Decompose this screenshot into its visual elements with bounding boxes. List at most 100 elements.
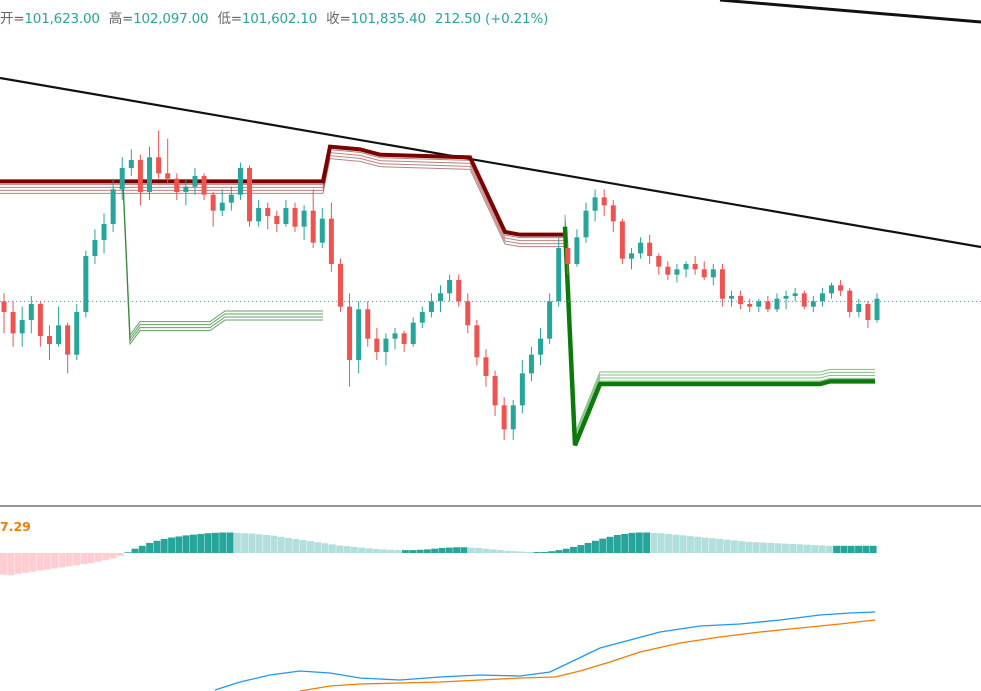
candle-body	[410, 322, 416, 344]
candle	[365, 301, 371, 347]
candle	[601, 189, 607, 216]
macd-histogram-bar	[716, 538, 724, 553]
candles	[1, 130, 880, 440]
macd-histogram-bar	[767, 542, 775, 553]
candle-body	[747, 304, 753, 307]
macd-histogram-bar	[190, 534, 197, 553]
macd-histogram-bar	[467, 547, 475, 553]
macd-histogram-bar	[358, 547, 366, 553]
candle-body	[456, 280, 462, 302]
candle	[647, 234, 653, 264]
macd-histogram-bar	[504, 550, 512, 553]
candle	[137, 154, 143, 206]
candle-body	[174, 178, 180, 192]
candle-body	[638, 242, 644, 254]
candle	[337, 258, 343, 312]
macd-histogram-bar	[7, 553, 15, 576]
candle	[201, 173, 207, 200]
macd-histogram-bar	[606, 536, 614, 553]
candle-body	[683, 264, 689, 270]
macd-histogram-bar	[255, 534, 263, 553]
trendlines	[0, 0, 981, 249]
candle-body	[10, 312, 16, 334]
candle-body	[438, 293, 443, 302]
candle	[701, 261, 707, 280]
macd-histogram-bar	[584, 542, 592, 553]
candle	[547, 293, 553, 344]
candle	[801, 290, 807, 310]
candle	[128, 149, 134, 176]
macd-histogram-bar	[803, 544, 811, 553]
candle-body	[583, 210, 589, 238]
candle-body	[538, 338, 544, 355]
candle-body	[137, 160, 143, 192]
macd-histogram-bar	[657, 533, 665, 553]
candle-body	[247, 168, 253, 222]
candle	[210, 192, 216, 227]
macd-histogram-bar	[138, 545, 146, 553]
candle	[37, 301, 43, 347]
candle	[556, 237, 562, 307]
candle-body	[119, 168, 125, 190]
candle	[747, 298, 753, 312]
macd-histogram-bar	[51, 553, 59, 569]
macd-histogram-bar	[36, 553, 44, 571]
candle-body	[265, 208, 271, 216]
macd-histogram-bar	[694, 536, 702, 553]
candle-body	[492, 376, 498, 406]
macd-histogram-bar	[219, 532, 227, 553]
macd-histogram-bar	[650, 532, 658, 553]
macd-histogram-bar	[65, 553, 73, 567]
macd-histogram-bar	[409, 550, 417, 553]
candle	[274, 210, 280, 232]
candle-body	[56, 325, 62, 344]
macd-histogram-bar	[401, 550, 409, 553]
macd-histogram-bar	[423, 549, 431, 553]
candle	[656, 253, 662, 275]
macd-histogram-bar	[774, 543, 782, 553]
macd-histogram-bar	[95, 553, 102, 562]
macd-histogram-bar	[855, 545, 862, 553]
candle-body	[738, 296, 744, 304]
candle	[28, 296, 34, 334]
candle	[692, 256, 698, 275]
candle-body	[847, 290, 853, 312]
candle-body	[610, 205, 616, 222]
candle-body	[447, 280, 453, 294]
candle	[619, 218, 625, 264]
candle-body	[756, 301, 762, 307]
candle-body	[310, 210, 316, 243]
candle-body	[283, 208, 289, 224]
macd-histogram-bar	[482, 548, 490, 553]
candle	[438, 285, 443, 312]
macd-histogram-bar	[591, 540, 599, 553]
macd-histogram-bar	[460, 547, 468, 553]
macd-histogram-bar	[789, 544, 797, 553]
macd-histogram-bar	[475, 547, 482, 553]
candle-body	[292, 208, 298, 227]
macd-histogram-bar	[723, 539, 731, 553]
candle	[92, 229, 98, 264]
macd-histogram-bar	[328, 544, 336, 553]
candle	[829, 282, 835, 299]
macd-histogram-bar	[453, 547, 461, 553]
candle-body	[83, 256, 89, 312]
candle	[74, 304, 80, 360]
macd-histogram-bar	[730, 540, 738, 553]
candle-body	[710, 269, 716, 278]
macd-histogram-bar	[102, 553, 110, 561]
candle	[219, 189, 225, 216]
macd-line	[214, 611, 876, 691]
candle-body	[565, 248, 571, 264]
candle	[628, 248, 634, 270]
macd-histogram-bar	[833, 545, 841, 553]
macd-histogram-bar	[58, 553, 66, 568]
macd-histogram-bar	[701, 537, 709, 553]
macd-histogram-bar	[635, 532, 643, 553]
macd-histogram-bar	[263, 535, 271, 553]
macd-value-label: 7.29	[0, 519, 31, 534]
candle	[483, 349, 489, 387]
macd-histogram-bar	[153, 540, 161, 553]
macd-histogram-bar	[818, 545, 826, 553]
